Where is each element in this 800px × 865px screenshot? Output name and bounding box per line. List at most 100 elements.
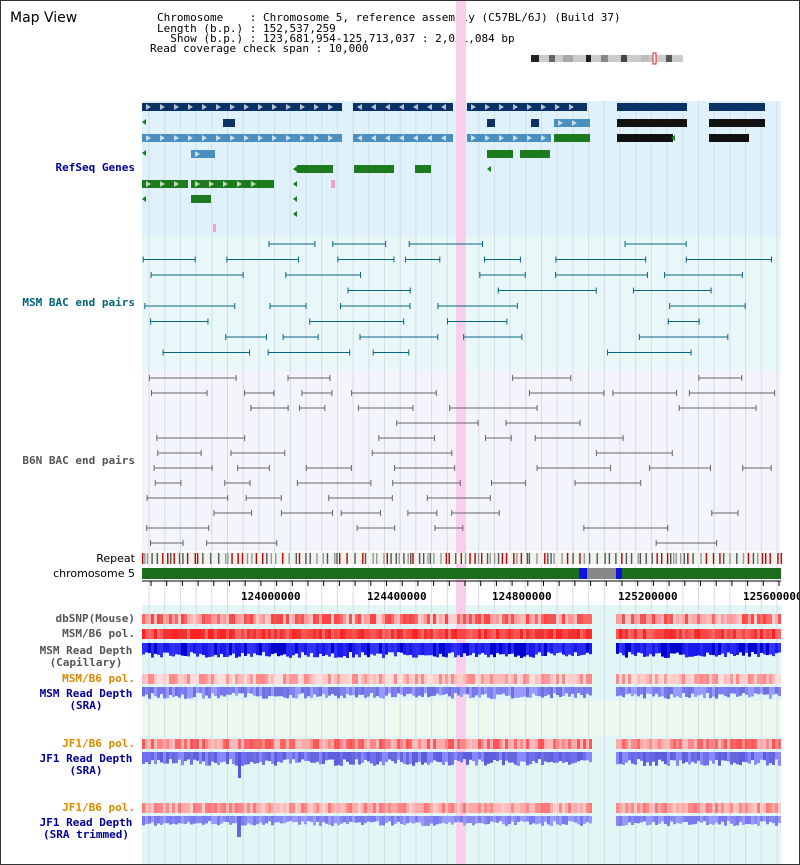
- heat-cell: [616, 803, 619, 813]
- depth-bar: [418, 643, 421, 656]
- heat-cell: [190, 739, 193, 749]
- heat-cell: [757, 674, 760, 684]
- repeat-mark: [346, 553, 348, 564]
- depth-bar: [547, 643, 550, 653]
- heat-cell: [616, 674, 619, 684]
- heat-cell: [340, 739, 343, 749]
- repeat-mark: [489, 553, 491, 564]
- heat-cell: [388, 674, 391, 684]
- depth-bar: [505, 687, 508, 696]
- heat-cell: [199, 803, 202, 813]
- heat-cell: [655, 803, 658, 813]
- depth-bar: [430, 643, 433, 656]
- depth-bar: [661, 687, 664, 697]
- depth-bar: [325, 816, 328, 824]
- gene-strand-arrow: [357, 104, 362, 110]
- heat-cell: [628, 629, 631, 639]
- heat-cell: [226, 674, 229, 684]
- depth-bar: [475, 752, 478, 766]
- heat-cell: [535, 739, 538, 749]
- gene-strand-arrow: [558, 120, 563, 126]
- heat-cell: [490, 629, 493, 639]
- depth-bar: [163, 687, 166, 699]
- depth-bar: [544, 752, 547, 762]
- heat-cell: [733, 739, 736, 749]
- heat-cell: [757, 629, 760, 639]
- depth-bar: [280, 816, 283, 824]
- gene-strand-arrow: [160, 181, 165, 187]
- depth-bar: [367, 816, 370, 822]
- heat-cell: [193, 803, 196, 813]
- repeat-mark: [780, 553, 783, 564]
- depth-bar: [553, 752, 556, 764]
- depth-bar: [403, 752, 406, 764]
- depth-bar: [250, 752, 253, 762]
- heat-cell: [691, 674, 694, 684]
- heat-cell: [373, 614, 376, 624]
- depth-bar: [454, 687, 457, 694]
- gene-feature: [191, 195, 211, 203]
- heat-cell: [163, 803, 166, 813]
- depth-bar: [247, 752, 250, 765]
- depth-bar: [298, 816, 301, 825]
- repeat-mark: [162, 553, 164, 564]
- heat-cell: [367, 629, 370, 639]
- depth-bar: [280, 687, 283, 697]
- repeat-mark: [572, 553, 574, 564]
- heat-cell: [577, 803, 580, 813]
- track-label-b6n-bac[interactable]: B6N BAC end pairs: [22, 454, 135, 467]
- repeat-mark: [692, 553, 694, 564]
- depth-bar: [769, 687, 772, 699]
- heat-cell: [187, 629, 190, 639]
- heat-cell: [223, 739, 226, 749]
- heat-cell: [379, 803, 382, 813]
- depth-bar: [526, 687, 529, 698]
- depth-bar: [298, 752, 301, 763]
- track-label-refseq[interactable]: RefSeq Genes: [55, 161, 135, 174]
- depth-bar: [553, 687, 556, 694]
- heat-cell: [589, 629, 592, 639]
- heat-cell: [673, 614, 676, 624]
- depth-bar: [583, 643, 586, 655]
- depth-bar: [775, 687, 778, 694]
- heat-cell: [421, 629, 424, 639]
- depth-bar: [454, 816, 457, 823]
- depth-bar: [619, 816, 622, 826]
- heat-cell: [637, 739, 640, 749]
- depth-bar: [616, 687, 619, 697]
- heat-cell: [268, 614, 271, 624]
- depth-bar: [532, 752, 535, 762]
- depth-bar: [760, 816, 763, 822]
- ideogram-band: [641, 55, 649, 62]
- heat-cell: [250, 739, 253, 749]
- repeat-mark: [422, 553, 425, 564]
- heat-cell: [679, 629, 682, 639]
- heat-cell: [331, 614, 334, 624]
- depth-bar: [376, 752, 379, 765]
- depth-bar: [532, 816, 535, 824]
- heat-cell: [712, 739, 715, 749]
- heat-cell: [571, 739, 574, 749]
- heat-cell: [385, 803, 388, 813]
- depth-bar: [691, 816, 694, 825]
- heat-cell: [241, 803, 244, 813]
- heat-cell: [226, 803, 229, 813]
- depth-bar: [237, 816, 241, 837]
- heat-cell: [382, 614, 385, 624]
- heat-cell: [157, 614, 160, 624]
- heat-cell: [223, 803, 226, 813]
- heat-cell: [718, 629, 721, 639]
- heat-cell: [358, 739, 361, 749]
- heat-cell: [631, 629, 634, 639]
- heat-cell: [268, 739, 271, 749]
- track-label-msm-bac[interactable]: MSM BAC end pairs: [22, 296, 135, 309]
- repeat-mark: [440, 553, 442, 564]
- heat-cell: [271, 739, 274, 749]
- heat-cell: [586, 739, 589, 749]
- depth-bar: [763, 816, 766, 822]
- depth-bar: [730, 687, 733, 694]
- depth-bar: [580, 687, 583, 696]
- gene-strand-arrow: [230, 104, 235, 110]
- heat-cell: [499, 674, 502, 684]
